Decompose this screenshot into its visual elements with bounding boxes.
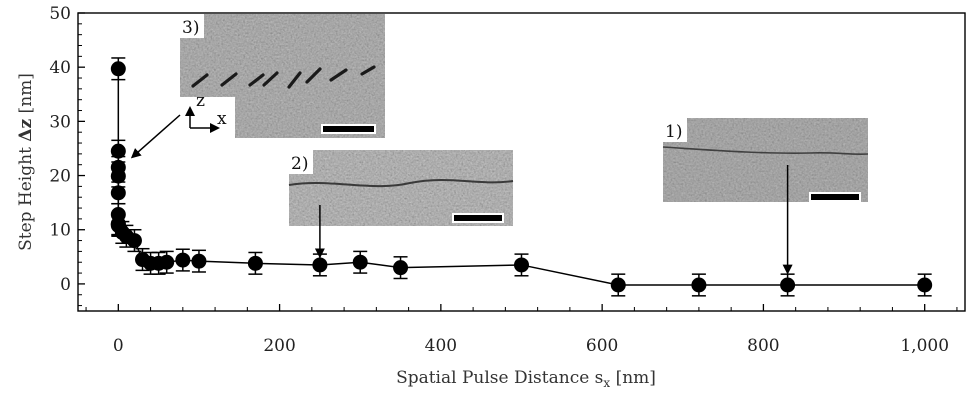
inset-3-label: 3) [182, 18, 199, 38]
inset-1: 1) [662, 118, 869, 275]
inset-3-streaks [191, 65, 376, 89]
data-point [247, 255, 263, 271]
x-tick-label: 400 [425, 336, 457, 356]
x-tick-label: 600 [586, 336, 618, 356]
x-tick-label: 0 [113, 336, 124, 356]
data-point [393, 260, 409, 276]
inset-1-label-bg [663, 118, 687, 142]
data-point [110, 168, 126, 184]
z-axis-label: z [196, 91, 205, 111]
x-tick-label: 1,000 [900, 336, 949, 356]
plot-frame [77, 12, 966, 312]
inset-3-scale-bar [321, 124, 376, 134]
data-point [780, 277, 796, 293]
data-point [110, 61, 126, 77]
data-point [110, 143, 126, 159]
inset-2-scale-bar [452, 213, 504, 223]
inset-2-crack [288, 178, 514, 188]
inset-3: 3) z x [130, 14, 385, 159]
data-point [691, 277, 707, 293]
inset-1-scale-bar [809, 192, 861, 202]
y-tick-label: 10 [49, 221, 71, 241]
data-point [175, 252, 191, 268]
x-axis-label: x [217, 109, 227, 129]
x-tick-label: 800 [747, 336, 779, 356]
data-point [352, 254, 368, 270]
inset-3-axes-bg [180, 97, 235, 138]
x-axis-title: Spatial Pulse Distance sx [nm] [396, 368, 656, 390]
inset-1-texture [663, 118, 868, 202]
x-axis: 0 200 400 600 800 1,000 [85, 304, 958, 356]
inset-2-label-bg [289, 150, 313, 174]
data-point [514, 257, 529, 273]
y-tick-label: 20 [49, 167, 71, 187]
y-tick-label: 30 [49, 112, 71, 132]
data-point [610, 277, 626, 293]
x-axis-title-subscript: x [603, 376, 610, 390]
data-points [110, 61, 933, 293]
y-axis: 0 10 20 30 40 50 [49, 4, 85, 307]
inset-1-label: 1) [665, 122, 682, 142]
data-point [110, 185, 126, 201]
y-axis-title: Step Height Δz [nm] [16, 73, 36, 251]
data-point [312, 257, 328, 273]
inset-2: 2) [288, 150, 514, 259]
inset-3-arrow [130, 114, 181, 159]
y-tick-label: 50 [49, 4, 71, 24]
y-tick-label: 40 [49, 58, 71, 78]
data-point [917, 277, 933, 293]
inset-2-label: 2) [291, 154, 308, 174]
x-tick-label: 200 [263, 336, 295, 356]
y-tick-label: 0 [60, 275, 71, 295]
data-point [191, 253, 207, 269]
data-point [126, 233, 142, 249]
inset-3-label-bg [180, 14, 204, 38]
inset-1-crack [662, 146, 869, 156]
data-point [159, 254, 175, 270]
